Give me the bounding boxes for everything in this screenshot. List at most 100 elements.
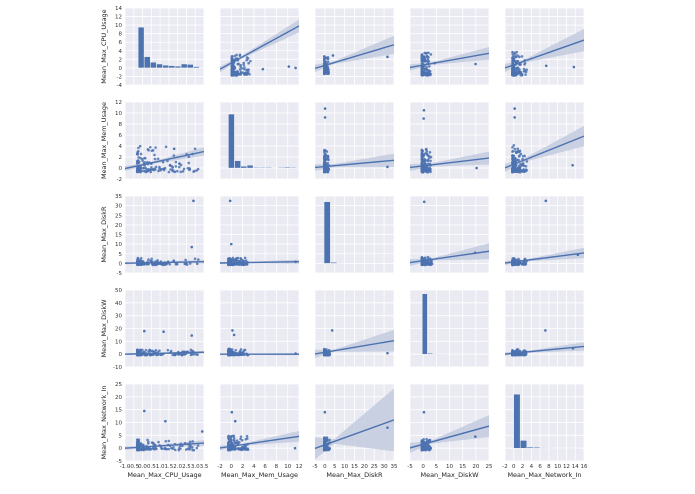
scatter-point	[143, 329, 146, 333]
regression-line	[315, 44, 394, 69]
regression-line	[315, 340, 394, 355]
regression-line	[505, 39, 584, 69]
scatter-point	[511, 66, 514, 70]
scatter-point	[474, 435, 477, 438]
scatter-point	[228, 199, 232, 203]
scatter-point	[326, 155, 330, 159]
scatter-point	[151, 168, 154, 171]
scatter-point	[386, 351, 389, 355]
scatter-point	[428, 150, 432, 154]
scatter-point	[512, 257, 516, 260]
scatter-point	[422, 108, 426, 112]
y-tick-label: 0	[119, 352, 123, 358]
scatter-point	[248, 72, 251, 76]
scatter-point	[156, 259, 159, 262]
scatter-point	[235, 53, 238, 57]
scatter-point	[322, 170, 326, 174]
scatter-point	[139, 348, 142, 352]
x-tick-label: -2	[217, 464, 222, 470]
scatter-point	[513, 147, 517, 151]
scatter-point	[424, 67, 427, 71]
scatter-point	[166, 159, 169, 163]
scatter-point	[154, 348, 158, 352]
x-axis-label: Mean_Max_Mem_Usage	[221, 471, 298, 479]
scatter-point	[544, 64, 548, 68]
scatter-point	[420, 169, 424, 173]
x-tick-label: -2	[502, 464, 507, 470]
scatter-point	[167, 439, 171, 443]
scatter-point	[516, 169, 520, 173]
scatter-point	[515, 151, 518, 154]
y-tick-label: 4	[119, 49, 123, 55]
scatter-point	[474, 62, 477, 66]
scatter-point	[511, 167, 514, 171]
scatter-point	[188, 262, 192, 265]
scatter-point	[161, 263, 164, 266]
scatter-point	[137, 448, 141, 452]
scatter-point	[420, 162, 424, 165]
scatter-point	[520, 55, 524, 58]
scatter-point	[147, 167, 150, 171]
scatter-point	[182, 167, 186, 171]
scatter-point	[230, 410, 234, 414]
scatter-point	[423, 59, 427, 63]
scatter-point	[325, 168, 329, 171]
scatter-point	[428, 69, 432, 73]
scatter-point	[183, 353, 186, 356]
scatter-point	[188, 440, 192, 444]
scatter-point	[518, 154, 521, 158]
scatter-point	[517, 158, 520, 162]
scatter-point	[143, 409, 146, 413]
panel-r1-c4	[504, 101, 585, 180]
scatter-point	[176, 169, 179, 173]
scatter-point	[511, 58, 514, 62]
histogram-bar	[150, 62, 157, 69]
scatter-point	[429, 155, 433, 159]
x-tick-label: 2.0	[173, 464, 182, 470]
scatter-point	[139, 152, 143, 156]
y-tick-label: 30	[115, 314, 122, 320]
confidence-band	[410, 415, 489, 453]
scatter-point	[142, 161, 146, 165]
y-tick-label: 8	[119, 122, 123, 128]
scatter-point	[513, 116, 516, 119]
scatter-point	[238, 54, 242, 58]
scatter-point	[243, 66, 246, 69]
scatter-point	[328, 447, 332, 450]
scatter-point	[513, 51, 516, 55]
panel-r3-c4	[504, 289, 585, 368]
scatter-point	[185, 263, 189, 267]
y-tick-label: 6	[119, 133, 123, 139]
scatter-point	[427, 60, 431, 63]
scatter-point	[237, 259, 241, 263]
scatter-point	[136, 149, 140, 153]
scatter-point	[515, 167, 518, 171]
histogram-bar	[265, 167, 272, 169]
x-tick-label: 10	[284, 464, 291, 470]
scatter-point	[244, 437, 248, 441]
scatter-point	[475, 166, 478, 170]
scatter-point	[157, 440, 160, 444]
scatter-point	[425, 147, 428, 151]
scatter-point	[522, 69, 526, 73]
scatter-point	[227, 434, 230, 438]
x-tick-label: 0	[421, 464, 425, 470]
scatter-point	[195, 169, 198, 172]
scatter-point	[325, 150, 329, 153]
scatter-point	[517, 150, 521, 154]
scatter-point	[137, 156, 140, 159]
scatter-point	[323, 107, 327, 110]
scatter-point	[193, 257, 197, 260]
scatter-point	[154, 146, 157, 149]
scatter-point	[426, 162, 430, 166]
scatter-point	[423, 445, 427, 449]
scatter-point	[523, 257, 527, 261]
scatter-point	[171, 169, 174, 173]
scatter-point	[161, 160, 165, 164]
scatter-point	[164, 145, 168, 149]
scatter-point	[428, 445, 432, 449]
scatter-point	[193, 352, 197, 356]
regression-line	[220, 435, 299, 449]
